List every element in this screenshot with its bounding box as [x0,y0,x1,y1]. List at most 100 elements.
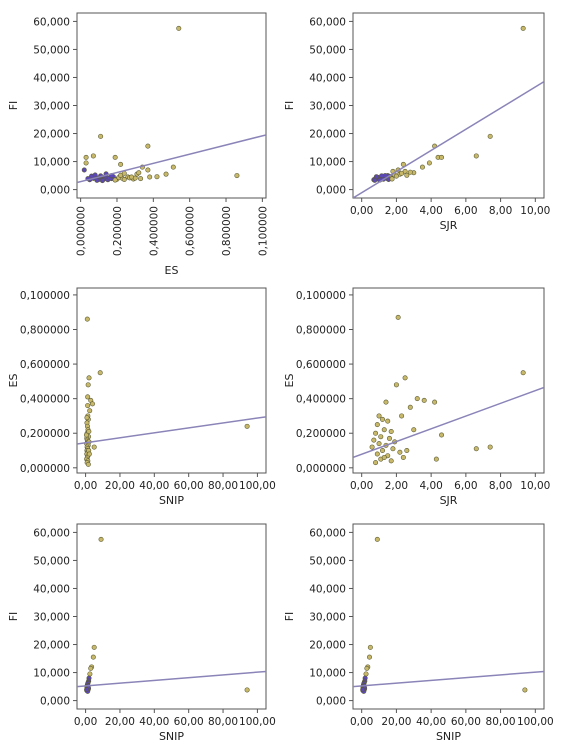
x-tick-label: 0,00 [350,205,373,217]
y-axis-title: FI [7,612,20,622]
data-point [388,429,394,435]
y-tick-label: 0,100000 [20,290,70,302]
data-point [369,444,375,450]
data-point [83,160,89,166]
data-point [98,133,104,139]
data-point [432,399,438,405]
y-tick-label: 50,000 [309,555,346,567]
data-point [84,687,90,693]
data-point [121,177,127,183]
y-tick-label: 60,000 [33,16,70,28]
y-tick-label: 0,000000 [296,463,346,475]
data-point [399,413,405,419]
data-point [376,441,382,447]
x-tick-label: 8,00 [489,480,512,492]
y-tick-label: 0,800000 [296,324,346,336]
data-point [97,370,103,376]
y-tick-label: 0,000 [316,696,346,708]
data-point [147,174,153,180]
x-tick-label: 60,00 [451,716,481,728]
data-point [91,644,97,650]
x-tick-label: 0,100000 [257,206,269,256]
y-tick-label: 0,100000 [296,290,346,302]
data-point [399,170,405,176]
x-tick-label: 40,00 [139,480,169,492]
x-tick-label: 0,00 [74,480,97,492]
x-tick-label: 10,00 [520,480,550,492]
data-point [473,446,479,452]
y-tick-label: 0,400000 [296,394,346,406]
x-tick-label: 80,00 [486,716,516,728]
y-tick-label: 50,000 [309,44,346,56]
chart-fi-vs-snip-left: 0,000 10,000 20,000 30,000 40,000 50,000 60,00… [7,523,276,743]
data-point [145,167,151,173]
data-point [234,173,240,179]
data-point [85,394,91,400]
y-tick-label: 10,000 [33,157,70,169]
fit-line [353,670,544,688]
x-tick-label: 2,00 [385,480,408,492]
data-point [407,404,413,410]
y-tick-label: 60,000 [309,16,346,28]
x-axis-title: SJR [440,494,458,507]
data-point [138,176,144,182]
y-tick-label: 0,800000 [20,324,70,336]
data-point [393,173,399,179]
data-point [388,458,394,464]
x-tick-label: 80,00 [208,480,238,492]
y-axis-title: ES [7,374,20,388]
y-tick-label: 30,000 [33,612,70,624]
y-tick-label: 20,000 [309,129,346,141]
y-tick-label: 0,400000 [20,394,70,406]
data-point [404,448,410,454]
y-tick-label: 0,000 [316,185,346,197]
data-point [360,687,366,693]
y-tick-label: 0,200000 [20,428,70,440]
x-tick-label: 60,00 [174,480,204,492]
data-point [414,396,420,402]
x-tick-label: 4,00 [419,480,442,492]
data-point [419,164,425,170]
data-point [88,665,94,671]
y-tick-label: 0,000000 [20,463,70,475]
plot-frame [352,287,545,474]
data-point [383,399,389,405]
data-point [86,451,92,457]
data-point [426,160,432,166]
fit-line [77,670,266,688]
x-axis-title: SJR [440,219,458,232]
chart-fi-vs-sjr: 0,000 10,000 20,000 30,000 40,000 50,000 60,00… [283,12,550,232]
y-tick-label: 40,000 [33,583,70,595]
data-point [372,177,378,183]
data-point [163,171,169,177]
data-point [473,153,479,159]
data-point [90,153,96,159]
data-point [402,375,408,381]
x-tick-label: 100,00 [517,716,554,728]
data-point [244,687,250,693]
fit-line [353,81,544,198]
data-point [373,460,379,466]
data-point [85,461,91,467]
x-tick-label: 80,00 [208,716,238,728]
x-tick-label: 100,00 [239,480,276,492]
data-point [381,427,387,433]
x-tick-label: 0,600000 [185,206,197,256]
x-tick-label: 20,00 [105,716,135,728]
data-point [379,173,385,179]
data-point [112,177,118,183]
y-axis-title: FI [283,612,296,622]
y-tick-label: 30,000 [309,612,346,624]
y-tick-label: 0,000 [40,185,70,197]
x-tick-label: 0,00 [74,716,97,728]
data-point [112,154,118,160]
x-tick-label: 4,00 [419,205,442,217]
x-axis-title: SNIP [159,730,184,743]
y-tick-label: 0,600000 [296,359,346,371]
y-tick-label: 20,000 [33,640,70,652]
x-tick-label: 10,00 [520,205,550,217]
x-tick-label: 0,200000 [112,206,124,256]
data-point [94,177,100,183]
x-tick-label: 8,00 [489,205,512,217]
